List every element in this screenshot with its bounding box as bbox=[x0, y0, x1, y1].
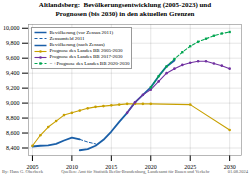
svg-text:2015: 2015 bbox=[105, 164, 117, 170]
html-text:By: Hans G. Oberbeck: By: Hans G. Oberbeck bbox=[2, 169, 43, 174]
svg-text:8,800: 8,800 bbox=[6, 115, 20, 121]
svg-text:9,200: 9,200 bbox=[6, 85, 20, 91]
html-text:Quellen: Amt für Statistik Ber: Quellen: Amt für Statistik Berlin-Brande… bbox=[61, 169, 210, 174]
svg-text:2030: 2030 bbox=[224, 164, 236, 170]
svg-text:2010: 2010 bbox=[66, 164, 78, 170]
svg-text:10,000: 10,000 bbox=[3, 25, 20, 31]
svg-text:2005: 2005 bbox=[26, 164, 38, 170]
html-text:= +Prognose des Landes BB 2020: = +Prognose des Landes BB 2020-2030 bbox=[49, 60, 130, 66]
svg-text:9,800: 9,800 bbox=[6, 40, 20, 46]
html-text:Bevölkerung (nach Zensus): Bevölkerung (nach Zensus) bbox=[49, 41, 105, 47]
svg-text:9,000: 9,000 bbox=[6, 100, 20, 106]
svg-text:9,600: 9,600 bbox=[6, 55, 20, 61]
html-text:Altlandsberg: Bevölkerungsentw: Altlandsberg: Bevölkerungsentwicklung (2… bbox=[38, 1, 212, 18]
html-text:Bevölkerung (vor Zensus 2011): Bevölkerung (vor Zensus 2011) bbox=[49, 29, 114, 35]
svg-text:9,400: 9,400 bbox=[6, 70, 20, 76]
svg-text:2020: 2020 bbox=[145, 164, 157, 170]
html-text:01.08.2024: 01.08.2024 bbox=[227, 169, 248, 174]
svg-text:8,400: 8,400 bbox=[6, 145, 20, 151]
html-text:Prognose des Landes BB 2005-20: Prognose des Landes BB 2005-2030 bbox=[49, 48, 123, 54]
svg-text:8,600: 8,600 bbox=[6, 130, 20, 136]
html-text:Zensumfeld 2011: Zensumfeld 2011 bbox=[49, 35, 85, 41]
html-text:Prognose des Landes BB 2017-20: Prognose des Landes BB 2017-2030 bbox=[49, 54, 123, 60]
svg-text:2025: 2025 bbox=[184, 164, 196, 170]
